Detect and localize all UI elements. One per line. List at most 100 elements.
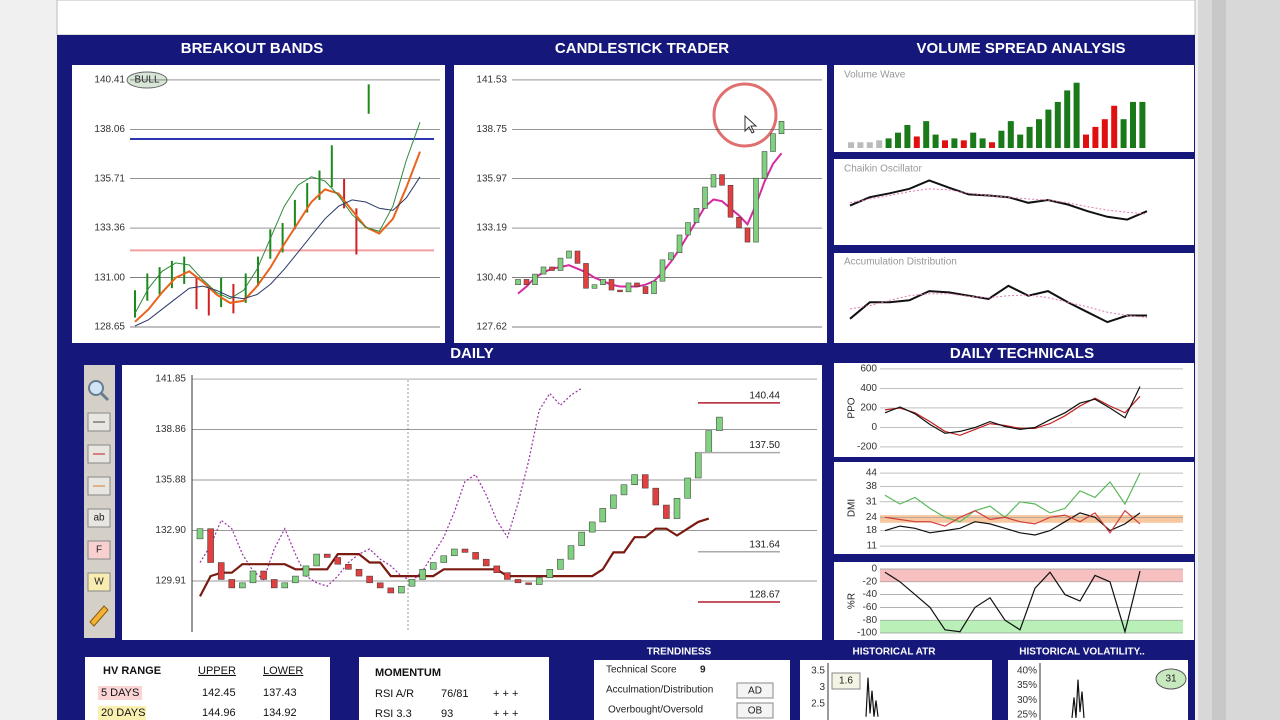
y-tick-label: 31 [866,496,878,507]
panel-title: HISTORICAL VOLATILITY.. [1019,647,1145,658]
cell: 144.96 [202,707,236,719]
axis-label: PPO [847,397,858,418]
volume-bar [1026,126,1033,148]
volume-bar [848,142,854,148]
candle [207,528,214,563]
tool-button[interactable] [87,540,111,560]
y-tick-label: 30% [1017,695,1037,706]
line [884,395,1141,436]
tool-button[interactable] [87,508,111,528]
line [884,472,1141,523]
candle [716,416,723,431]
y-tick-label: 0 [871,564,877,575]
row-label: RSI A/R [375,688,414,700]
axis-label: DMI [847,499,858,517]
panel [1008,660,1188,720]
volume-bar [923,121,930,148]
axis-label: %R [847,593,858,609]
tool-button[interactable] [87,572,111,592]
candle [281,582,289,589]
price-level-label: 131.64 [749,539,780,550]
panel-title: CANDLESTICK TRADER [555,40,729,57]
candle [634,282,640,287]
candle [472,552,479,560]
cell: 137.43 [263,687,297,699]
row-label: 5 DAYS [101,687,139,699]
line [134,122,421,314]
candle [673,498,681,519]
candle [504,572,511,580]
zoom-button[interactable] [88,380,110,402]
y-tick-label: -40 [863,589,878,600]
band [880,569,1183,582]
volume-bar [885,138,892,148]
candle [535,577,543,585]
row-label: 20 DAYS [101,707,145,719]
candle [705,430,713,453]
line [849,179,1148,221]
candle [702,186,708,209]
y-tick-label: 138.06 [94,124,125,135]
y-tick-label: 133.19 [476,223,507,234]
panel-label: Volume Wave [844,70,906,81]
candle [270,579,278,589]
candle [514,579,522,584]
y-tick-label: 133.36 [94,223,125,234]
y-tick-label: -200 [857,442,877,453]
y-tick-label: 138.75 [476,124,507,135]
candle [196,528,204,540]
candle [608,279,615,291]
y-tick-label: 18 [866,525,878,536]
candle [641,474,649,489]
candle [355,569,363,577]
cell: AD [748,686,762,697]
volume-bar [989,142,995,148]
magnifier-handle [99,391,110,402]
magnifier-icon [88,380,104,396]
candle [684,477,691,499]
y-tick-label: 130.40 [476,272,507,283]
candle [419,569,426,580]
y-tick-label: 0 [871,422,877,433]
indicator-button[interactable] [736,702,774,719]
y-tick-label: 135.97 [476,173,507,184]
candle [451,548,458,557]
candle [217,562,225,580]
candle [292,575,299,584]
candle [429,562,437,570]
y-tick-label: 132.90 [155,525,186,536]
column-header: UPPER [198,665,236,677]
candle [532,273,538,285]
candle [600,279,606,285]
value-badge [1155,668,1187,690]
price-level-label: 128.67 [749,590,780,601]
candle [659,259,666,282]
y-tick-label: 40% [1017,666,1037,677]
panel [359,657,549,720]
volume-bar [1083,134,1089,148]
volume-bar [876,140,883,148]
panel [122,365,822,640]
line [134,151,421,323]
panel-title: BREAKOUT BANDS [181,40,324,57]
volume-bar [951,138,958,148]
y-tick-label: 129.91 [155,576,186,587]
candle [652,487,660,506]
volume-bar [1045,109,1052,148]
candle [583,263,589,289]
candle [642,286,649,294]
cell: 142.45 [202,687,236,699]
badge-value: 31 [1165,674,1177,685]
pencil-tool[interactable] [89,605,109,627]
indicator-button[interactable] [736,682,774,699]
volume-bar [979,138,986,148]
value-badge [831,672,861,690]
candle [482,558,490,567]
candle [778,121,785,134]
candle [249,570,257,584]
y-tick-label: 127.62 [476,322,507,333]
cell: + + + [493,688,518,700]
y-tick-label: 200 [860,403,877,414]
candle [761,151,768,179]
row-label: Technical Score [606,665,677,676]
